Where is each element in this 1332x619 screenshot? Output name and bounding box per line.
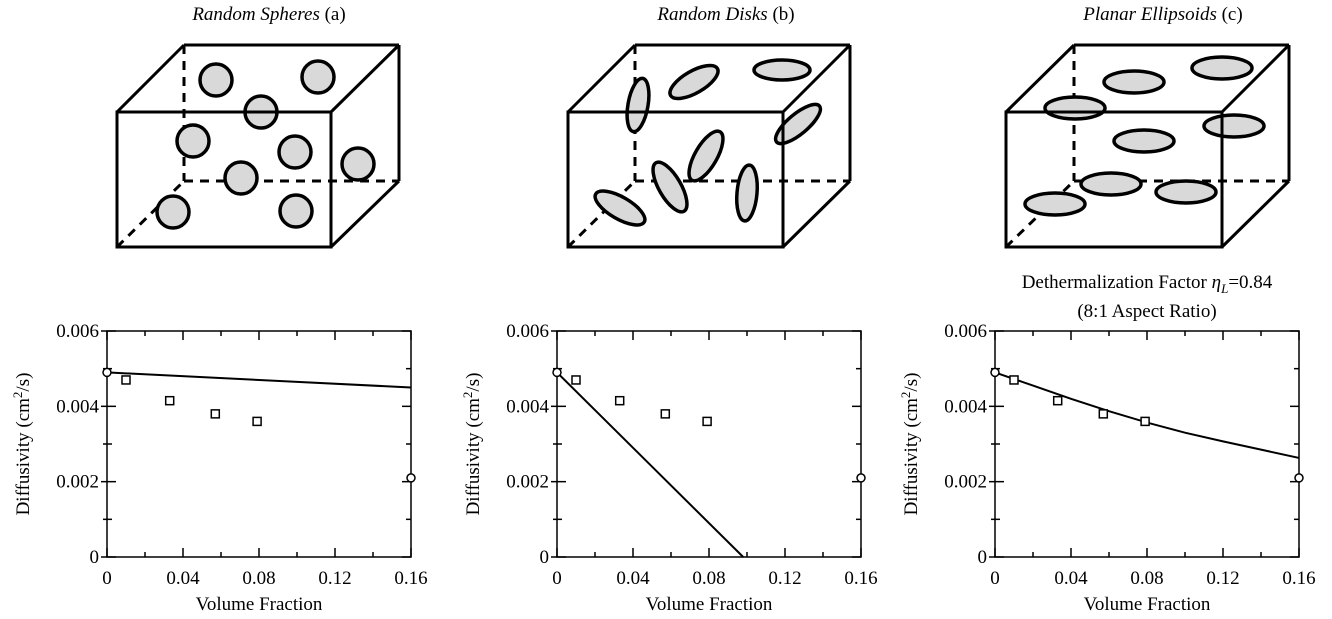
annotation: Dethermalization Factor ηL=0.84 [1022, 272, 1273, 296]
y-tick-label: 0.004 [506, 396, 549, 417]
panel-title-name: Random Spheres [191, 4, 320, 25]
square-marker [661, 410, 669, 418]
cube-a [117, 45, 399, 247]
plot-frame [995, 331, 1299, 557]
annotation-symbol: η [1212, 272, 1221, 293]
panel-title-name: Planar Ellipsoids [1082, 4, 1217, 25]
x-tick-label: 0.08 [242, 568, 275, 589]
x-tick-label: 0.08 [692, 568, 725, 589]
y-tick-label: 0.002 [56, 472, 99, 493]
square-marker [253, 417, 261, 425]
panel-title-name: Random Disks [656, 4, 767, 25]
circle-marker [407, 474, 415, 482]
square-marker [122, 376, 130, 384]
x-tick-label: 0 [102, 568, 112, 589]
panel-title: Random Disks (b) [656, 4, 794, 25]
y-axis-label-text: Diffusivity (cm [463, 398, 484, 516]
square-marker [1099, 410, 1107, 418]
cube-b [568, 45, 850, 247]
panel-label: (a) [325, 4, 346, 25]
y-tick-label: 0.002 [944, 472, 987, 493]
square-marker [616, 397, 624, 405]
annotation-text: Dethermalization Factor [1022, 272, 1212, 293]
x-tick-label: 0.12 [768, 568, 801, 589]
y-tick-label: 0.002 [506, 472, 549, 493]
model-line [557, 372, 743, 557]
y-axis-label: Diffusivity (cm2/s) [898, 373, 922, 516]
y-axis-label: Diffusivity (cm2/s) [460, 373, 484, 516]
circle-marker [1295, 474, 1303, 482]
square-marker [166, 397, 174, 405]
annotation: (8:1 Aspect Ratio) [1077, 301, 1216, 322]
plot-frame [107, 331, 411, 557]
cube-c [1006, 45, 1289, 247]
annotation-sub: L [1220, 281, 1228, 296]
y-tick-label: 0.004 [56, 396, 99, 417]
square-marker [211, 410, 219, 418]
y-axis-label: Diffusivity (cm2/s) [10, 373, 34, 516]
square-marker [703, 417, 711, 425]
y-tick-label: 0 [978, 547, 988, 568]
square-marker [1054, 397, 1062, 405]
x-tick-label: 0 [552, 568, 562, 589]
x-tick-label: 0.16 [844, 568, 877, 589]
x-axis-label: Volume Fraction [196, 594, 323, 615]
x-tick-label: 0.16 [394, 568, 427, 589]
y-tick-label: 0.004 [944, 396, 987, 417]
model-line [107, 372, 411, 387]
y-tick-label: 0.006 [506, 321, 549, 342]
y-axis-label-text: /s) [901, 373, 922, 392]
square-marker [572, 376, 580, 384]
x-tick-label: 0 [990, 568, 1000, 589]
y-tick-label: 0.006 [56, 321, 99, 342]
y-axis-label-text: /s) [13, 373, 34, 392]
circle-marker [857, 474, 865, 482]
panel-title: Planar Ellipsoids (c) [1082, 4, 1242, 25]
panel-title: Random Spheres (a) [191, 4, 345, 25]
x-tick-label: 0.04 [166, 568, 200, 589]
figure: Random Spheres (a) 0 0.04 0.08 0.12 0.16 0 0.00… [0, 0, 1332, 619]
circle-marker [553, 368, 561, 376]
circle-marker [103, 368, 111, 376]
x-tick-label: 0.12 [318, 568, 351, 589]
square-marker [1010, 376, 1018, 384]
x-tick-label: 0.04 [1054, 568, 1088, 589]
x-tick-label: 0.08 [1130, 568, 1163, 589]
x-tick-label: 0.04 [616, 568, 650, 589]
x-axis-label: Volume Fraction [1084, 594, 1211, 615]
annotation-value: =0.84 [1228, 272, 1272, 293]
model-line [995, 372, 1299, 458]
panel-label: (c) [1222, 4, 1243, 25]
square-marker [1141, 417, 1149, 425]
circle-marker [991, 368, 999, 376]
y-tick-label: 0.006 [944, 321, 987, 342]
y-axis-label-text: /s) [463, 373, 484, 392]
y-axis-label-text: Diffusivity (cm [13, 398, 34, 516]
x-tick-label: 0.12 [1206, 568, 1239, 589]
y-tick-label: 0 [90, 547, 100, 568]
y-tick-label: 0 [540, 547, 550, 568]
y-axis-label-text: Diffusivity (cm [901, 398, 922, 516]
x-tick-label: 0.16 [1282, 568, 1315, 589]
chart: Planar Ellipsoids (c) Dethermalization Fa… [898, 4, 1316, 615]
panel-label: (b) [772, 4, 794, 25]
x-axis-label: Volume Fraction [646, 594, 773, 615]
